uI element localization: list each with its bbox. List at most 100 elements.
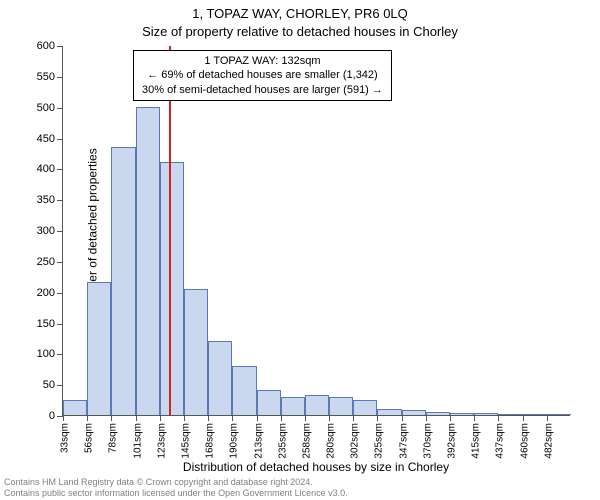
x-tick <box>498 415 499 421</box>
x-tick <box>426 415 427 421</box>
histogram-bar <box>257 390 281 415</box>
x-tick <box>232 415 233 421</box>
x-tick-label: 258sqm <box>301 423 312 459</box>
x-tick-label: 460sqm <box>519 423 530 459</box>
histogram-bar <box>329 397 353 416</box>
y-tick <box>57 262 63 263</box>
y-tick-label: 250 <box>37 256 55 268</box>
x-tick <box>136 415 137 421</box>
y-tick-label: 150 <box>37 318 55 330</box>
y-tick <box>57 354 63 355</box>
histogram-bar <box>426 412 450 415</box>
x-tick-label: 123sqm <box>156 423 167 459</box>
footer-line2: Contains public sector information licen… <box>4 488 348 498</box>
histogram-bar <box>523 414 547 415</box>
histogram-bar <box>547 414 571 415</box>
x-tick-label: 280sqm <box>326 423 337 459</box>
annotation-line3: 30% of semi-detached houses are larger (… <box>142 83 383 97</box>
x-tick-label: 392sqm <box>447 423 458 459</box>
histogram-bar <box>87 282 111 415</box>
x-tick-label: 101sqm <box>132 423 143 459</box>
x-axis-label: Distribution of detached houses by size … <box>62 460 570 474</box>
histogram-bar <box>63 400 87 415</box>
x-tick <box>87 415 88 421</box>
x-tick-label: 370sqm <box>422 423 433 459</box>
y-tick <box>57 169 63 170</box>
y-tick <box>57 293 63 294</box>
x-tick <box>305 415 306 421</box>
histogram-bar <box>305 395 329 415</box>
y-tick-label: 300 <box>37 225 55 237</box>
histogram-bar <box>474 413 498 415</box>
y-tick <box>57 324 63 325</box>
chart-title-line2: Size of property relative to detached ho… <box>0 24 600 39</box>
x-tick-label: 78sqm <box>108 423 119 453</box>
x-tick <box>111 415 112 421</box>
x-tick-label: 347sqm <box>398 423 409 459</box>
y-tick-label: 550 <box>37 71 55 83</box>
x-tick <box>353 415 354 421</box>
x-tick-label: 302sqm <box>350 423 361 459</box>
x-tick-label: 482sqm <box>543 423 554 459</box>
histogram-bar <box>208 341 232 415</box>
y-tick-label: 600 <box>37 40 55 52</box>
annotation-line2: ← 69% of detached houses are smaller (1,… <box>142 68 383 82</box>
annotation-line1: 1 TOPAZ WAY: 132sqm <box>142 54 383 68</box>
y-tick <box>57 108 63 109</box>
footer-line1: Contains HM Land Registry data © Crown c… <box>4 477 348 487</box>
x-tick <box>377 415 378 421</box>
x-tick-label: 168sqm <box>205 423 216 459</box>
x-tick-label: 415sqm <box>471 423 482 459</box>
y-tick-label: 100 <box>37 348 55 360</box>
x-tick <box>523 415 524 421</box>
x-tick-label: 190sqm <box>229 423 240 459</box>
attribution-footer: Contains HM Land Registry data © Crown c… <box>4 477 348 498</box>
y-tick-label: 0 <box>49 410 55 422</box>
x-tick <box>184 415 185 421</box>
y-tick <box>57 231 63 232</box>
histogram-bar <box>111 147 135 415</box>
x-tick <box>208 415 209 421</box>
x-tick <box>63 415 64 421</box>
histogram-bar <box>232 366 256 415</box>
y-tick-label: 350 <box>37 194 55 206</box>
reference-line <box>169 46 171 415</box>
y-tick-label: 450 <box>37 133 55 145</box>
histogram-bar <box>402 410 426 415</box>
x-tick-label: 235sqm <box>277 423 288 459</box>
histogram-bar <box>377 409 401 415</box>
histogram-bar <box>498 414 522 415</box>
chart-title-line1: 1, TOPAZ WAY, CHORLEY, PR6 0LQ <box>0 6 600 21</box>
x-tick-label: 325sqm <box>374 423 385 459</box>
histogram-plot: 05010015020025030035040045050055060033sq… <box>62 46 570 416</box>
x-tick <box>281 415 282 421</box>
x-tick <box>402 415 403 421</box>
x-tick-label: 437sqm <box>495 423 506 459</box>
x-tick <box>474 415 475 421</box>
histogram-bar <box>281 397 305 416</box>
y-tick-label: 50 <box>43 379 55 391</box>
histogram-bar <box>450 413 474 415</box>
y-tick <box>57 46 63 47</box>
x-tick <box>160 415 161 421</box>
y-tick-label: 500 <box>37 102 55 114</box>
x-tick <box>257 415 258 421</box>
x-tick <box>547 415 548 421</box>
histogram-bar <box>160 162 184 415</box>
y-tick-label: 400 <box>37 163 55 175</box>
histogram-bar <box>353 400 377 415</box>
x-tick-label: 145sqm <box>180 423 191 459</box>
histogram-bar <box>136 107 160 415</box>
x-tick-label: 213sqm <box>253 423 264 459</box>
y-tick <box>57 200 63 201</box>
x-tick-label: 56sqm <box>84 423 95 453</box>
y-tick <box>57 385 63 386</box>
annotation-box: 1 TOPAZ WAY: 132sqm ← 69% of detached ho… <box>133 50 392 101</box>
y-tick <box>57 139 63 140</box>
histogram-bar <box>184 289 208 415</box>
y-tick <box>57 77 63 78</box>
x-tick <box>450 415 451 421</box>
x-tick <box>329 415 330 421</box>
y-tick-label: 200 <box>37 287 55 299</box>
x-tick-label: 33sqm <box>60 423 71 453</box>
